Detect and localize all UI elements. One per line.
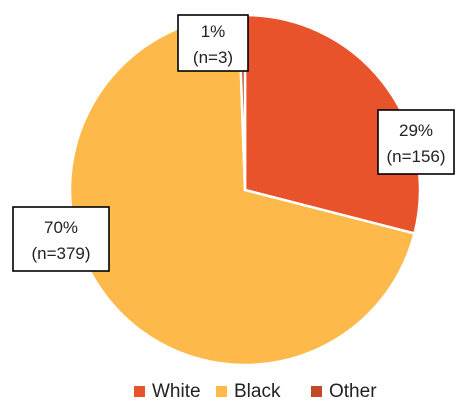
label-box bbox=[12, 206, 110, 272]
percent-label: 70% bbox=[44, 218, 78, 237]
legend-swatch bbox=[134, 386, 145, 397]
count-label: (n=3) bbox=[193, 48, 233, 67]
count-label: (n=379) bbox=[31, 244, 90, 263]
legend-label: White bbox=[152, 381, 201, 402]
pie-slice-white bbox=[243, 13, 422, 236]
slice-label-black: 70% (n=379) bbox=[12, 206, 110, 272]
legend-label: Other bbox=[329, 381, 377, 402]
legend: White Black Other bbox=[134, 381, 377, 402]
legend-swatch bbox=[311, 386, 322, 397]
label-box bbox=[177, 14, 249, 72]
pie-slice-black bbox=[68, 13, 417, 367]
legend-item-other: Other bbox=[311, 381, 377, 402]
legend-label: Black bbox=[234, 381, 281, 402]
slice-label-white: 29% (n=156) bbox=[377, 109, 455, 175]
slice-labels: 29% (n=156) 70% (n=379) 1% (n=3) bbox=[12, 14, 455, 272]
count-label: (n=156) bbox=[386, 147, 445, 166]
slice-label-other: 1% (n=3) bbox=[177, 14, 249, 72]
percent-label: 29% bbox=[399, 121, 433, 140]
legend-item-white: White bbox=[134, 381, 201, 402]
legend-swatch bbox=[216, 386, 227, 397]
label-box bbox=[377, 109, 455, 175]
legend-item-black: Black bbox=[216, 381, 281, 402]
percent-label: 1% bbox=[201, 22, 226, 41]
